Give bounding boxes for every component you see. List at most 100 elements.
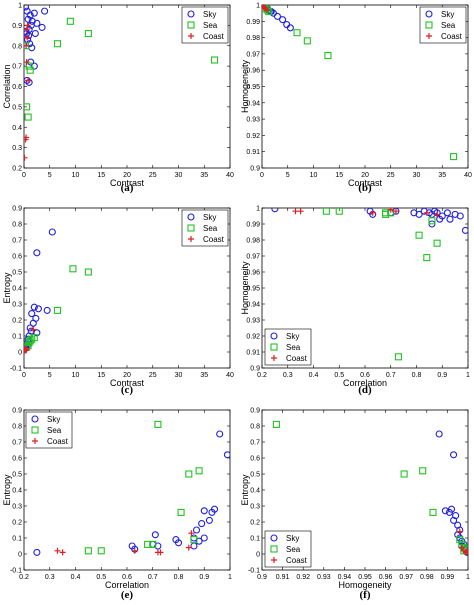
- x-tick-label: 30: [413, 172, 421, 179]
- x-tick-label: 40: [464, 172, 472, 179]
- legend: Sky Sea Coast: [182, 7, 228, 43]
- x-tick-label: 0.9: [257, 574, 267, 581]
- legend-entry: Sky: [203, 213, 216, 222]
- x-tick-label: 30: [175, 172, 183, 179]
- chart-panel: 0 5 10 15 20 25 30 35 40-0.100.10.20.30.40.50.60…: [2, 206, 234, 397]
- y-tick-label: 0.2: [12, 520, 22, 527]
- x-tick-label: 25: [149, 172, 157, 179]
- x-tick-label: 35: [200, 372, 208, 379]
- x-tick-label: 0.9: [199, 574, 209, 581]
- panel-label: (a): [121, 182, 134, 194]
- chart-panel: 0.9 0.91 0.92 0.93 0.94 0.95 0.96 0.97 0.98 0.99 1…: [240, 408, 471, 602]
- y-tick-label: 0.2: [12, 318, 22, 325]
- x-tick-label: 10: [310, 172, 318, 179]
- y-tick-label: 0.3: [12, 302, 22, 309]
- y-tick-label: 0: [18, 350, 22, 357]
- legend-entry: Sky: [286, 332, 299, 341]
- y-tick-label: 0.5: [250, 472, 260, 479]
- y-tick-label: 0.7: [250, 440, 260, 447]
- y-tick-label: 0.3: [250, 504, 260, 511]
- y-tick-label: 0.99: [246, 222, 260, 229]
- x-tick-label: 10: [72, 172, 80, 179]
- x-tick-label: 0.93: [317, 574, 331, 581]
- y-tick-label: 0.91: [246, 350, 260, 357]
- y-tick-label: 0.9: [250, 366, 260, 373]
- legend-entry: Sea: [203, 224, 218, 233]
- y-tick-label: 0.91: [246, 149, 260, 156]
- y-tick-label: 0.8: [12, 424, 22, 431]
- x-tick-label: 1: [228, 574, 232, 581]
- y-tick-label: 0.6: [250, 456, 260, 463]
- y-tick-label: 0.1: [250, 536, 260, 543]
- x-tick-label: 0.98: [420, 574, 434, 581]
- y-tick-label: 1: [256, 3, 260, 10]
- y-tick-label: 0.2: [12, 166, 22, 173]
- y-tick-label: 0.3: [12, 504, 22, 511]
- legend: Sky Sea Coast: [265, 531, 311, 567]
- y-tick-label: 0.4: [12, 286, 22, 293]
- x-tick-label: 15: [97, 172, 105, 179]
- y-tick-label: 0.92: [246, 133, 260, 140]
- x-tick-label: 0.97: [399, 574, 413, 581]
- y-tick-label: 0.4: [250, 488, 260, 495]
- y-tick-label: 0.9: [250, 166, 260, 173]
- y-tick-label: 0.7: [12, 64, 22, 71]
- y-tick-label: 0.8: [12, 222, 22, 229]
- y-tick-label: 0.92: [246, 334, 260, 341]
- y-axis-label: Homogeneity: [240, 59, 250, 113]
- x-tick-label: 0: [22, 372, 26, 379]
- x-tick-label: 0.9: [437, 372, 447, 379]
- x-tick-label: 0.2: [19, 574, 29, 581]
- panel-label: (e): [121, 589, 134, 601]
- y-tick-label: -0.1: [248, 568, 260, 575]
- y-axis-label: Entropy: [2, 272, 12, 304]
- y-axis-label: Entropy: [240, 474, 250, 506]
- y-tick-label: 0.6: [12, 84, 22, 91]
- x-tick-label: 25: [149, 372, 157, 379]
- x-tick-label: 30: [175, 372, 183, 379]
- y-tick-label: 1: [256, 206, 260, 213]
- y-tick-label: 0.7: [12, 440, 22, 447]
- legend-entry: Coast: [203, 32, 225, 41]
- x-tick-label: 0.92: [296, 574, 310, 581]
- y-tick-label: -0.1: [10, 568, 22, 575]
- y-axis-label: Correlation: [2, 64, 12, 108]
- x-tick-label: 35: [200, 172, 208, 179]
- x-tick-label: 1: [466, 372, 470, 379]
- y-tick-label: 0.9: [12, 23, 22, 30]
- x-tick-label: 15: [335, 172, 343, 179]
- x-tick-label: 15: [97, 372, 105, 379]
- panel-label: (b): [358, 182, 372, 194]
- x-tick-label: 35: [438, 172, 446, 179]
- legend-entry: Coast: [286, 556, 308, 565]
- legend-entry: Sky: [47, 415, 60, 424]
- y-tick-label: 0.4: [12, 488, 22, 495]
- x-tick-label: 0.91: [276, 574, 290, 581]
- y-tick-label: 0.97: [246, 254, 260, 261]
- x-tick-label: 0.8: [412, 372, 422, 379]
- chart-panel: 0.2 0.3 0.4 0.5 0.6 0.7 0.8 0.9 10.90.910.920.93…: [240, 206, 470, 397]
- legend-entry: Sea: [286, 545, 301, 554]
- x-tick-label: 0.3: [283, 372, 293, 379]
- y-tick-label: 0: [256, 552, 260, 559]
- y-tick-label: 0.9: [250, 408, 260, 415]
- y-tick-label: 0.2: [250, 520, 260, 527]
- x-tick-label: 1: [466, 574, 470, 581]
- legend: Sky Sea Coast: [26, 412, 72, 448]
- panel-label: (c): [121, 384, 134, 396]
- x-tick-label: 0.4: [309, 372, 319, 379]
- legend-entry: Sea: [203, 21, 218, 30]
- chart-panel: 0 5 10 15 20 25 30 35 40 0.9 0.91 0.92 0.93 0.94 0.95 0…: [240, 3, 472, 195]
- y-tick-label: 0.9: [12, 206, 22, 213]
- legend-entry: Coast: [441, 32, 463, 41]
- x-tick-label: 5: [48, 172, 52, 179]
- x-tick-label: 0: [260, 172, 264, 179]
- panel-label: (f): [360, 589, 371, 601]
- legend: Sky Sea Coast: [182, 210, 228, 246]
- y-tick-label: 0.98: [246, 238, 260, 245]
- legend-entry: Coast: [47, 437, 69, 446]
- legend-entry: Coast: [286, 354, 308, 363]
- y-tick-label: 0.5: [12, 472, 22, 479]
- x-tick-label: 0.3: [45, 574, 55, 581]
- y-tick-label: 0: [18, 552, 22, 559]
